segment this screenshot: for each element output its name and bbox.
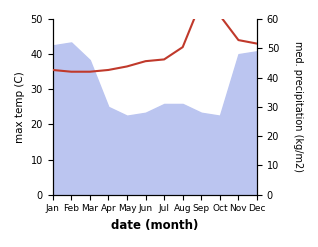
X-axis label: date (month): date (month) (111, 219, 198, 232)
Y-axis label: max temp (C): max temp (C) (15, 71, 25, 143)
Y-axis label: med. precipitation (kg/m2): med. precipitation (kg/m2) (293, 41, 303, 172)
